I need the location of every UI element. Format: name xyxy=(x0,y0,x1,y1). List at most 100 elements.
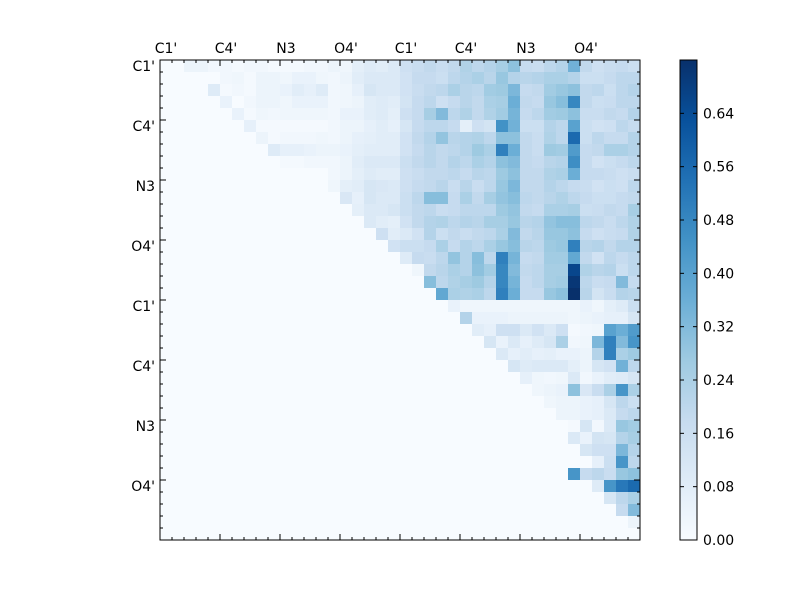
heatmap-cell xyxy=(568,348,581,361)
heatmap-cell xyxy=(256,468,269,481)
heatmap-cell xyxy=(460,480,473,493)
heatmap-cell xyxy=(520,204,533,217)
heatmap-cell xyxy=(592,456,605,469)
heatmap-cell xyxy=(556,204,569,217)
heatmap-cell xyxy=(508,252,521,265)
heatmap-cell xyxy=(376,216,389,229)
heatmap-cell xyxy=(160,336,173,349)
heatmap-cell xyxy=(424,528,437,541)
heatmap-cell xyxy=(280,504,293,517)
heatmap-cell xyxy=(508,384,521,397)
heatmap-cell xyxy=(244,264,257,277)
heatmap-cell xyxy=(232,156,245,169)
heatmap-cell xyxy=(448,240,461,253)
heatmap-cell xyxy=(388,312,401,325)
heatmap-cell xyxy=(460,528,473,541)
x-tick-label: C4' xyxy=(215,41,238,57)
heatmap-cell xyxy=(352,420,365,433)
heatmap-cell xyxy=(268,276,281,289)
heatmap-cell xyxy=(580,156,593,169)
heatmap-cell xyxy=(400,372,413,385)
heatmap-cell xyxy=(244,168,257,181)
heatmap-cell xyxy=(628,84,641,97)
heatmap-cell xyxy=(436,312,449,325)
heatmap-cell xyxy=(460,288,473,301)
heatmap-cell xyxy=(496,480,509,493)
heatmap-cell xyxy=(220,144,233,157)
heatmap-cell xyxy=(616,156,629,169)
heatmap-cell xyxy=(556,432,569,445)
heatmap-cell xyxy=(436,180,449,193)
heatmap-cell xyxy=(184,492,197,505)
heatmap-cell xyxy=(388,420,401,433)
heatmap-cell xyxy=(208,384,221,397)
heatmap-cell xyxy=(160,324,173,337)
heatmap-cell xyxy=(592,180,605,193)
heatmap-cell xyxy=(172,420,185,433)
heatmap-cell xyxy=(568,156,581,169)
heatmap-cell xyxy=(340,108,353,121)
heatmap-cell xyxy=(268,228,281,241)
heatmap-cell xyxy=(628,120,641,133)
heatmap-cell xyxy=(412,156,425,169)
heatmap-cell xyxy=(436,432,449,445)
heatmap-cell xyxy=(436,396,449,409)
heatmap-cell xyxy=(628,300,641,313)
heatmap-cell xyxy=(244,456,257,469)
heatmap-cell xyxy=(460,216,473,229)
heatmap-cell xyxy=(232,300,245,313)
heatmap-cell xyxy=(244,96,257,109)
x-tick-label: C1' xyxy=(395,41,418,57)
heatmap-cell xyxy=(448,432,461,445)
heatmap-cell xyxy=(232,216,245,229)
heatmap-cell xyxy=(508,228,521,241)
heatmap-cell xyxy=(616,276,629,289)
heatmap-cell xyxy=(532,300,545,313)
heatmap-cell xyxy=(376,204,389,217)
heatmap-cell xyxy=(388,480,401,493)
heatmap-cell xyxy=(628,132,641,145)
heatmap-cell xyxy=(580,420,593,433)
heatmap-cell xyxy=(268,420,281,433)
heatmap-cell xyxy=(544,72,557,85)
heatmap-cell xyxy=(340,432,353,445)
heatmap-cell xyxy=(604,204,617,217)
heatmap-cell xyxy=(544,348,557,361)
heatmap-cell xyxy=(220,84,233,97)
heatmap-cell xyxy=(472,444,485,457)
heatmap-cell xyxy=(496,348,509,361)
heatmap-cell xyxy=(556,480,569,493)
heatmap-cell xyxy=(400,204,413,217)
heatmap-cell xyxy=(364,180,377,193)
heatmap-cell xyxy=(400,144,413,157)
heatmap-cell xyxy=(280,240,293,253)
heatmap-cell xyxy=(460,336,473,349)
heatmap-cell xyxy=(472,468,485,481)
heatmap-cell xyxy=(292,324,305,337)
heatmap-cell xyxy=(496,456,509,469)
heatmap-cell xyxy=(592,432,605,445)
heatmap-cell xyxy=(328,252,341,265)
heatmap-cell xyxy=(364,96,377,109)
heatmap-cell xyxy=(184,120,197,133)
heatmap-cell xyxy=(568,204,581,217)
heatmap-cell xyxy=(532,228,545,241)
heatmap-cell xyxy=(496,156,509,169)
heatmap-cell xyxy=(580,240,593,253)
heatmap-cell xyxy=(400,60,413,73)
heatmap-cell xyxy=(616,144,629,157)
heatmap-cell xyxy=(448,516,461,529)
heatmap-cell xyxy=(412,84,425,97)
heatmap-cell xyxy=(364,372,377,385)
heatmap-cell xyxy=(316,480,329,493)
heatmap-cell xyxy=(460,516,473,529)
heatmap-cell xyxy=(304,528,317,541)
heatmap-cell xyxy=(436,240,449,253)
heatmap-cell xyxy=(556,264,569,277)
heatmap-cell xyxy=(232,312,245,325)
heatmap-cell xyxy=(424,84,437,97)
heatmap-cell xyxy=(328,420,341,433)
heatmap-cell xyxy=(436,468,449,481)
heatmap-cell xyxy=(268,408,281,421)
heatmap-cell xyxy=(412,324,425,337)
